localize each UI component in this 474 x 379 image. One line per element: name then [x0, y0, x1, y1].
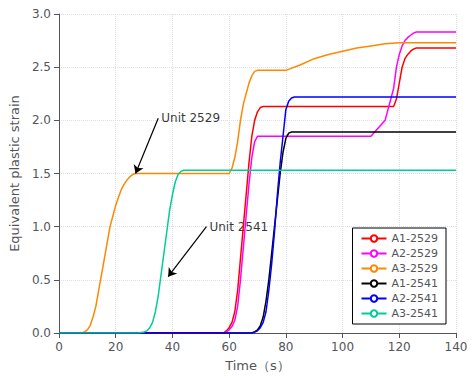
svg-text:1.0: 1.0	[32, 220, 51, 234]
svg-text:40: 40	[165, 340, 180, 354]
svg-text:80: 80	[278, 340, 293, 354]
svg-text:0.5: 0.5	[32, 273, 51, 287]
svg-text:A3-2529: A3-2529	[392, 262, 439, 275]
svg-text:Unit 2541: Unit 2541	[209, 220, 268, 234]
svg-text:A3-2541: A3-2541	[392, 307, 439, 320]
svg-text:2.0: 2.0	[32, 113, 51, 127]
svg-text:60: 60	[221, 340, 236, 354]
svg-text:20: 20	[108, 340, 123, 354]
svg-text:A1-2529: A1-2529	[392, 232, 439, 245]
svg-text:2.5: 2.5	[32, 60, 51, 74]
svg-text:120: 120	[388, 340, 411, 354]
svg-text:Time（s）: Time（s）	[224, 358, 290, 373]
svg-text:1.5: 1.5	[32, 167, 51, 181]
svg-text:140: 140	[445, 340, 468, 354]
svg-text:Equivalent plastic strain: Equivalent plastic strain	[7, 95, 22, 252]
svg-text:3.0: 3.0	[32, 7, 51, 21]
svg-text:A2-2529: A2-2529	[392, 247, 439, 260]
svg-text:A1-2541: A1-2541	[392, 277, 439, 290]
svg-text:Unit 2529: Unit 2529	[161, 111, 220, 125]
svg-text:0: 0	[55, 340, 63, 354]
svg-text:A2-2541: A2-2541	[392, 292, 439, 305]
svg-text:0.0: 0.0	[32, 326, 51, 340]
svg-text:100: 100	[331, 340, 354, 354]
